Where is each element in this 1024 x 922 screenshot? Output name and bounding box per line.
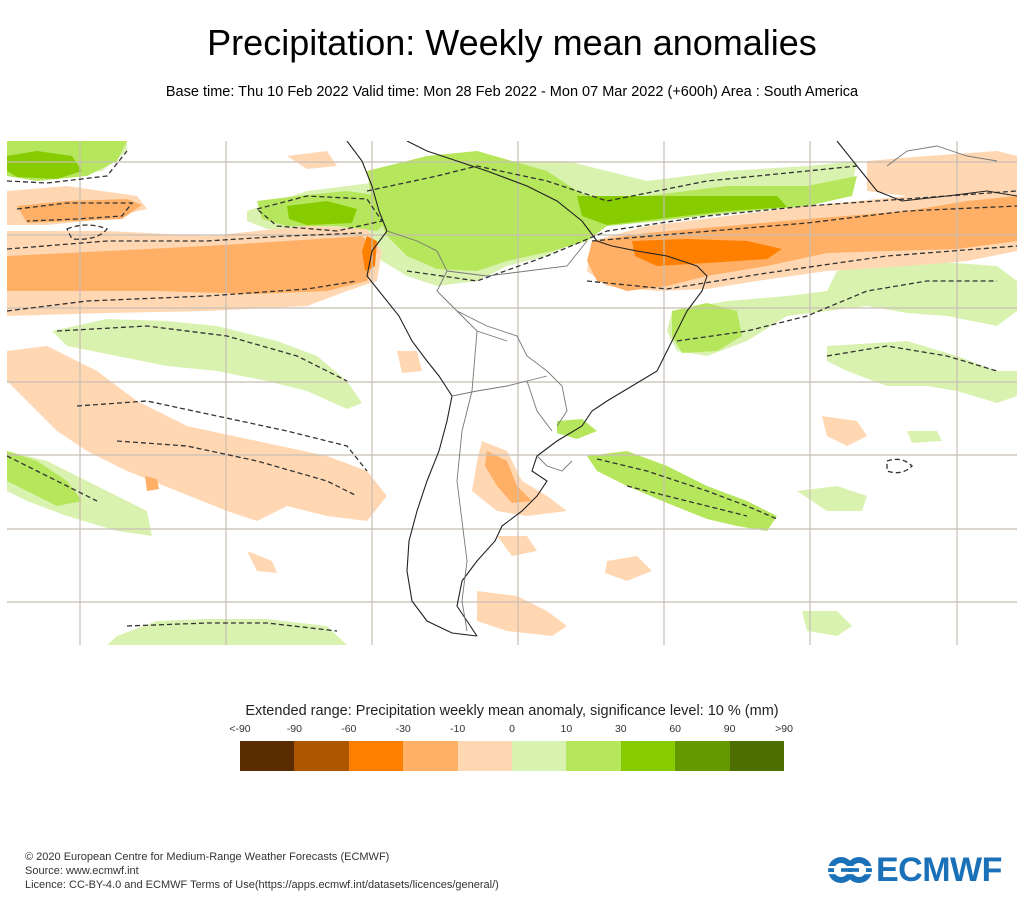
copyright-text: © 2020 European Centre for Medium-Range … [25,851,390,863]
country-borders [386,145,998,632]
legend-swatch [675,741,730,771]
legend-title: Extended range: Precipitation weekly mea… [245,703,779,719]
legend-label: 30 [614,723,627,735]
anomaly-minus30-minus10-regions [7,196,1017,503]
legend-label: -10 [450,723,466,735]
significance-contours [7,150,1017,632]
legend-swatch [620,741,676,771]
legend-label: <-90 [229,723,251,735]
legend-swatch [240,741,295,771]
ecmwf-logo-icon [828,857,872,883]
footer: © 2020 European Centre for Medium-Range … [25,850,499,892]
licence-text: Licence: CC-BY-4.0 and ECMWF Terms of Us… [25,879,499,891]
legend-label: 60 [669,723,682,735]
anomaly-map [7,141,1017,645]
legend-swatch [512,741,567,771]
legend-label: 10 [560,723,573,735]
legend-labels: <-90 -90 -60 -30 -10 0 10 30 60 90 >90 [229,723,793,737]
ecmwf-logo-text: ECMWF [876,851,1002,889]
legend-swatch [294,741,349,771]
legend-label: 90 [723,723,736,735]
anomaly-30-60-regions [7,151,787,225]
coastlines [346,141,1017,637]
legend-swatch [566,741,621,771]
chart-title: Precipitation: Weekly mean anomalies [207,22,817,63]
legend-label: >90 [775,723,793,735]
legend-label: -30 [395,723,411,735]
chart-subtitle: Base time: Thu 10 Feb 2022 Valid time: M… [165,84,859,100]
legend-label: -60 [341,723,357,735]
legend-colorbar [240,741,785,771]
legend-swatch [729,741,785,771]
legend-swatch [403,741,458,771]
anomaly-minus60-minus30-regions [362,236,782,271]
legend-swatch [348,741,404,771]
legend-swatch [457,741,513,771]
ecmwf-logo: ECMWF [828,853,1002,887]
source-text: Source: www.ecmwf.int [25,865,139,877]
legend-label: -90 [286,723,302,735]
graticule [7,141,1017,645]
legend-label: 0 [509,723,515,735]
